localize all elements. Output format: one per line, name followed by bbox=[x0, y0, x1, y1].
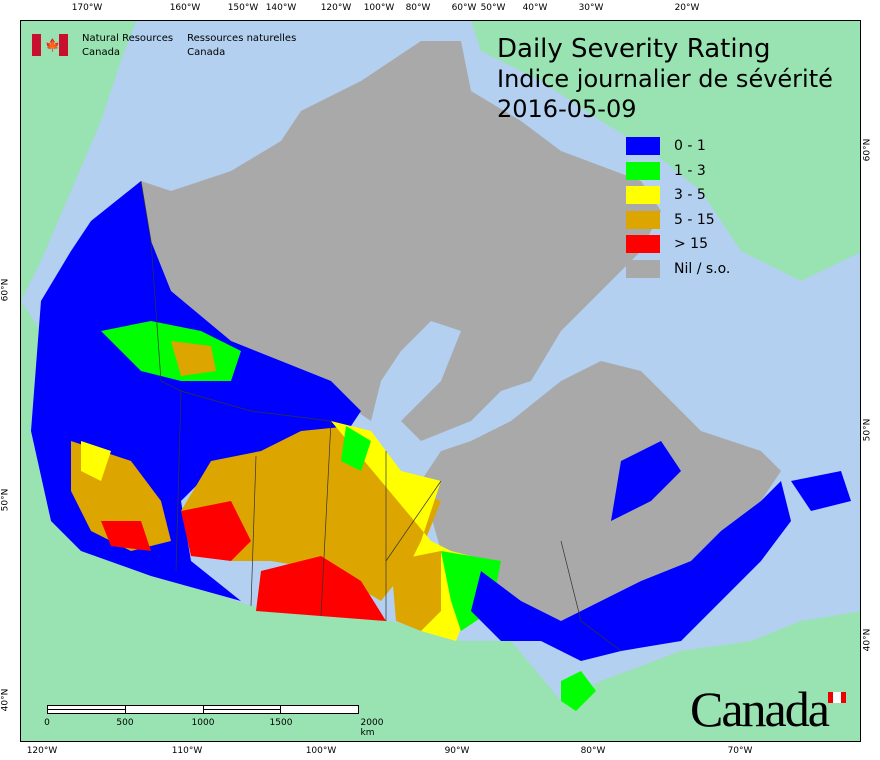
lon-label: 140°W bbox=[265, 3, 297, 13]
agency-name-fr: Ressources naturelles Canada bbox=[187, 33, 297, 58]
legend-item: 0 - 1 bbox=[626, 134, 730, 159]
lon-label: 100°W bbox=[363, 3, 395, 13]
legend-item: Nil / s.o. bbox=[626, 257, 730, 282]
lon-label: 50°W bbox=[480, 3, 506, 13]
map-title: Daily Severity Rating Indice journalier … bbox=[497, 34, 833, 124]
dsr-gt15-bc bbox=[101, 521, 151, 551]
legend-item: 3 - 5 bbox=[626, 183, 730, 208]
lon-label: 90°W bbox=[444, 746, 470, 756]
map-frame bbox=[20, 20, 861, 742]
legend-swatch bbox=[626, 235, 660, 254]
canada-flag-icon: 🍁 bbox=[32, 34, 68, 56]
legend-swatch bbox=[626, 259, 660, 278]
dsr-0-1-quebec bbox=[611, 441, 681, 521]
lon-label: 80°W bbox=[405, 3, 431, 13]
legend-swatch bbox=[626, 186, 660, 205]
lon-label: 120°W bbox=[320, 3, 352, 13]
lon-label: 150°W bbox=[227, 3, 259, 13]
lat-label: 40°N bbox=[0, 688, 11, 712]
agency-name-en: Natural Resources Canada bbox=[82, 33, 174, 58]
lon-label: 120°W bbox=[26, 746, 58, 756]
legend: 0 - 1 1 - 3 3 - 5 5 - 15 > 15 Nil / s.o. bbox=[626, 134, 730, 281]
legend-swatch bbox=[626, 210, 660, 229]
lat-label: 60°N bbox=[862, 138, 873, 162]
lat-label: 40°N bbox=[862, 628, 873, 652]
dsr-5-15-north bbox=[171, 341, 216, 376]
lon-label: 80°W bbox=[580, 746, 606, 756]
lon-label: 30°W bbox=[578, 3, 604, 13]
lon-label: 100°W bbox=[305, 746, 337, 756]
title-fr: Indice journalier de sévérité bbox=[497, 65, 833, 93]
lon-label: 170°W bbox=[71, 3, 103, 13]
scale-bar: 0 500 1000 1500 2000 km bbox=[44, 705, 383, 738]
usa-land bbox=[21, 301, 860, 741]
arctic-no-data bbox=[111, 41, 661, 441]
dsr-gt15-saskatchewan bbox=[256, 556, 386, 621]
dsr-0-1-east bbox=[471, 481, 791, 661]
dsr-3-5-bc bbox=[81, 441, 111, 481]
nrcan-signature: 🍁 Natural Resources Canada Ressources na… bbox=[32, 32, 296, 60]
legend-swatch bbox=[626, 161, 660, 180]
east-no-data bbox=[421, 361, 781, 621]
lon-label: 110°W bbox=[171, 746, 203, 756]
dsr-gt15-alberta bbox=[181, 501, 251, 561]
title-en: Daily Severity Rating bbox=[497, 34, 771, 64]
lat-label: 60°N bbox=[0, 278, 11, 302]
lat-label: 50°N bbox=[862, 418, 873, 442]
wordmark-flag-icon bbox=[828, 692, 846, 703]
legend-item: 1 - 3 bbox=[626, 159, 730, 184]
lon-label: 20°W bbox=[674, 3, 700, 13]
lat-label: 50°N bbox=[0, 488, 11, 512]
map-canvas bbox=[21, 21, 860, 741]
legend-item: 5 - 15 bbox=[626, 208, 730, 233]
dsr-1-3-hudson bbox=[341, 426, 371, 471]
map-date: 2016-05-09 bbox=[497, 95, 637, 123]
lon-label: 70°W bbox=[727, 746, 753, 756]
dsr-1-3-southern-ontario bbox=[561, 671, 596, 711]
province-borders bbox=[140, 180, 622, 652]
lon-label: 160°W bbox=[169, 3, 201, 13]
legend-item: > 15 bbox=[626, 232, 730, 257]
canada-wordmark: Canada bbox=[690, 681, 830, 737]
dsr-5-15-ontario bbox=[391, 551, 441, 631]
greenland-land bbox=[471, 21, 860, 281]
legend-swatch bbox=[626, 137, 660, 156]
lon-label: 60°W bbox=[451, 3, 477, 13]
lon-label: 40°W bbox=[522, 3, 548, 13]
alaska-land bbox=[21, 21, 136, 301]
dsr-0-1-newfoundland bbox=[791, 471, 851, 511]
